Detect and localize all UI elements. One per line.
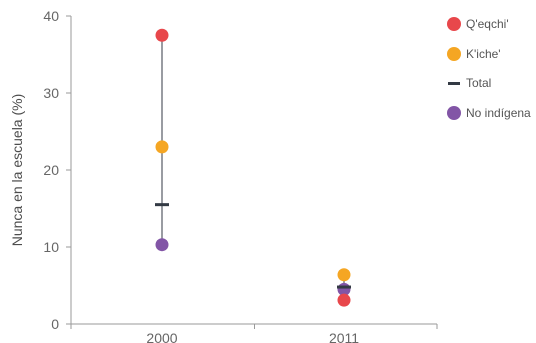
point-no-ind-gena (155, 238, 169, 252)
y-tick-label: 10 (43, 239, 59, 255)
point-q-eqchi (337, 293, 351, 307)
point-q-eqchi (155, 28, 169, 42)
legend-label-qeqchi: Q'eqchi' (466, 17, 509, 31)
y-axis-title: Nunca en la escuela (%) (9, 94, 25, 247)
y-tick-label: 30 (43, 85, 59, 101)
axes: 0 10 20 30 40 2000 2011 (43, 8, 438, 343)
y-tick-label: 20 (43, 162, 59, 178)
legend-item-no-indigena: No indígena (447, 105, 536, 121)
legend-label-total: Total (466, 76, 492, 91)
data-marks (155, 28, 351, 307)
y-tick-label: 0 (51, 316, 59, 332)
legend-item-total: Total (447, 75, 536, 91)
y-tick-label: 40 (43, 8, 59, 24)
legend-marker-no-indigena (447, 105, 461, 120)
range-lines (161, 35, 345, 301)
x-tick-label: 2000 (146, 330, 177, 343)
point-k-iche (337, 268, 351, 282)
legend-marker-kiche (447, 46, 461, 61)
legend-item-kiche: K'iche' (447, 46, 536, 62)
legend-item-qeqchi: Q'eqchi' (447, 16, 536, 32)
legend-label-kiche: K'iche' (466, 46, 501, 61)
point-total (337, 285, 351, 289)
point-k-iche (155, 140, 169, 154)
legend: Q'eqchi' K'iche' Total No indígena (447, 16, 536, 134)
legend-label-no-indigena: No indígena (466, 105, 531, 120)
legend-marker-qeqchi (447, 17, 461, 31)
point-total (155, 203, 169, 207)
x-tick-label: 2011 (329, 330, 359, 343)
legend-marker-total (448, 81, 460, 85)
